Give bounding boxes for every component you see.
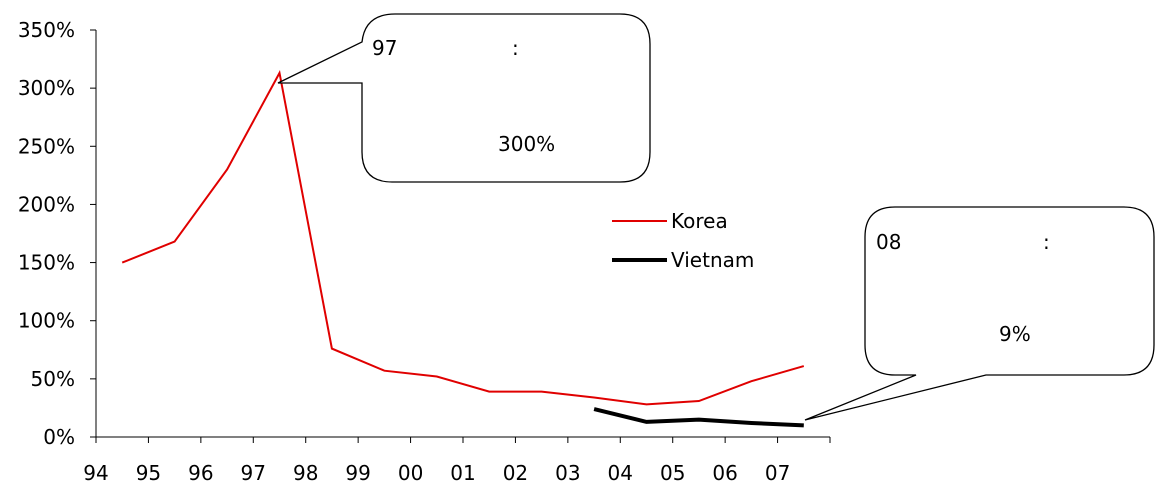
- legend: Korea Vietnam: [612, 209, 754, 272]
- x-tick-label: 04: [608, 461, 633, 485]
- y-tick-label: 100%: [18, 309, 75, 333]
- x-tick-label: 07: [765, 461, 790, 485]
- y-tick-label: 0%: [43, 425, 75, 449]
- x-tick-label: 95: [136, 461, 161, 485]
- callout-97-label: 97: [372, 36, 397, 60]
- x-tick-label: 00: [398, 461, 423, 485]
- series-layer: [121, 70, 805, 428]
- callout-97: 97 : 300%: [277, 13, 651, 183]
- y-tick-label: 50%: [31, 367, 75, 391]
- callout-97-colon: :: [512, 36, 519, 60]
- legend-label-korea: Korea: [671, 209, 728, 233]
- legend-label-vietnam: Vietnam: [671, 248, 754, 272]
- series-line-korea: [121, 70, 805, 406]
- x-tick-label: 05: [660, 461, 685, 485]
- y-tick-label: 200%: [18, 192, 75, 216]
- x-tick-label: 02: [503, 461, 528, 485]
- callout-97-value: 300%: [498, 132, 555, 156]
- x-tick-label: 99: [345, 461, 370, 485]
- y-axis-ticks: 0% 50% 100% 150% 200% 250% 300% 350%: [18, 18, 96, 449]
- y-tick-label: 150%: [18, 251, 75, 275]
- callout-08: 08 : 9%: [804, 206, 1155, 421]
- x-tick-label: 03: [555, 461, 580, 485]
- x-tick-label: 96: [188, 461, 213, 485]
- callout-97-bubble: [277, 13, 651, 183]
- x-tick-label: 01: [450, 461, 475, 485]
- x-axis-ticks: 94 95 96 97 98 99 00 01 02 03 04 05 06 07: [83, 437, 831, 485]
- y-tick-label: 350%: [18, 18, 75, 42]
- y-tick-label: 300%: [18, 76, 75, 100]
- x-tick-label: 97: [241, 461, 266, 485]
- callout-08-bubble: [804, 206, 1155, 421]
- x-tick-label: 98: [293, 461, 318, 485]
- series-line-vietnam: [593, 407, 804, 428]
- x-tick-label: 94: [83, 461, 108, 485]
- y-tick-label: 250%: [18, 134, 75, 158]
- callout-08-value: 9%: [999, 322, 1031, 346]
- x-tick-label: 06: [712, 461, 737, 485]
- callout-08-colon: :: [1043, 230, 1050, 254]
- callout-08-label: 08: [876, 230, 901, 254]
